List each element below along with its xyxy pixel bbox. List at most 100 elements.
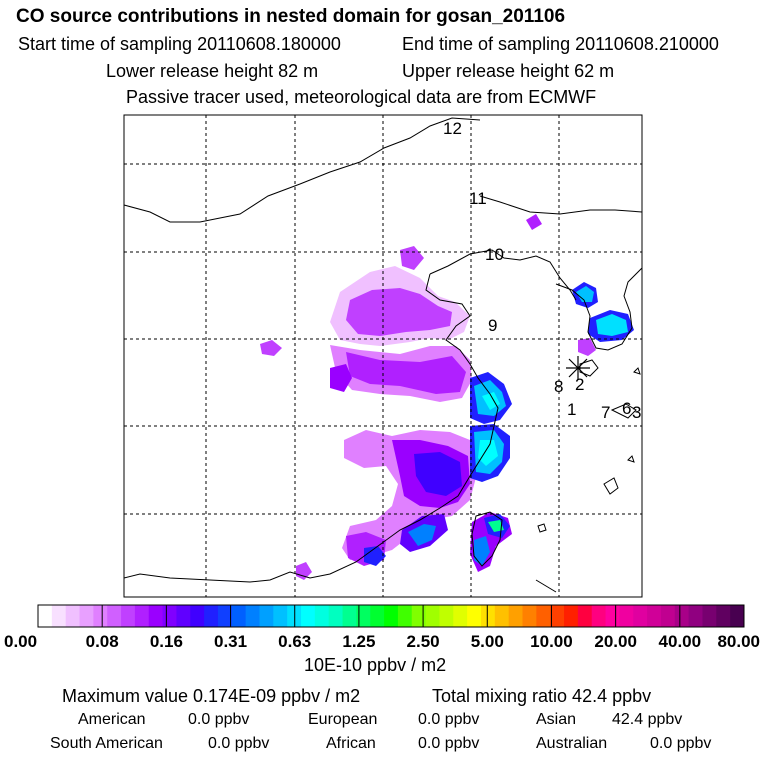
colorbar-swatch	[162, 605, 177, 627]
asian-label: Asian	[536, 711, 577, 728]
trajectory-label: 11	[469, 189, 487, 208]
colorbar-swatch	[273, 605, 288, 627]
colorbar-swatch	[550, 605, 565, 627]
colorbar-swatch	[93, 605, 108, 627]
colorbar-swatch	[688, 605, 703, 627]
colorbar-swatch	[231, 605, 247, 627]
colorbar-swatch	[384, 605, 399, 627]
colorbar-tick-label: 0.31	[214, 632, 247, 651]
colorbar-swatch	[647, 605, 662, 627]
colorbar-swatch	[702, 605, 717, 627]
colorbar-swatch	[259, 605, 274, 627]
european-label: European	[308, 711, 378, 728]
colorbar-swatch	[176, 605, 191, 627]
african-value: 0.0 ppbv	[418, 735, 480, 752]
trajectory-label: 12	[443, 119, 462, 138]
colorbar-tick-label: 2.50	[407, 632, 440, 651]
receptor-asterisk-icon	[566, 356, 590, 380]
south-american-value: 0.0 ppbv	[208, 735, 270, 752]
map-border	[123, 114, 643, 598]
colorbar-swatch	[425, 605, 440, 627]
colorbar-swatch	[577, 605, 593, 627]
colorbar-swatch	[453, 605, 468, 627]
colorbar-swatch	[619, 605, 634, 627]
page-title: CO source contributions in nested domain…	[16, 6, 566, 27]
colorbar-tick-label: 0.08	[86, 632, 119, 651]
colorbar-swatch	[38, 605, 53, 627]
concentration-plume	[260, 214, 634, 580]
colorbar-swatch	[121, 605, 136, 627]
american-label: American	[78, 711, 146, 728]
colorbar-tick-label: 20.00	[594, 632, 637, 651]
colorbar-swatch	[564, 605, 579, 627]
trajectory-label: 1	[567, 400, 576, 419]
map-panel: 12 11 10 9 8 2 1 7 6 3	[123, 114, 643, 598]
trajectory-label: 2	[575, 375, 584, 394]
colorbar-swatch	[674, 605, 690, 627]
colorbar-swatch	[245, 605, 260, 627]
trajectory-label: 6	[622, 399, 631, 418]
colorbar-units: 10E-10 ppbv / m2	[304, 655, 447, 675]
colorbar-swatch	[314, 605, 330, 627]
colorbar-tick-label: 40.00	[659, 632, 702, 651]
colorbar-swatch	[480, 605, 496, 627]
colorbar-swatch	[633, 605, 648, 627]
colorbar-tick-label: 0.16	[150, 632, 183, 651]
trajectory-label: 10	[485, 245, 504, 264]
trajectory-label: 3	[632, 403, 641, 422]
colorbar-tick-label: 5.00	[471, 632, 504, 651]
colorbar-tick-label: 10.00	[530, 632, 573, 651]
australian-label: Australian	[536, 735, 608, 752]
lat-lon-grid	[124, 115, 642, 597]
colorbar-swatch	[411, 605, 427, 627]
european-value: 0.0 ppbv	[418, 711, 480, 728]
colorbar-swatch	[65, 605, 81, 627]
colorbar-swatch	[204, 605, 219, 627]
colorbar-swatch	[605, 605, 620, 627]
colorbar-swatch	[508, 605, 524, 627]
end-time-label: End time of sampling 20110608.210000	[402, 34, 719, 54]
colorbar-swatch	[522, 605, 537, 627]
start-time-label: Start time of sampling 20110608.180000	[18, 34, 341, 54]
colorbar-swatch	[190, 605, 205, 627]
colorbar-swatch	[730, 605, 745, 627]
colorbar	[37, 604, 745, 628]
max-value-label: Maximum value 0.174E-09 ppbv / m2	[62, 686, 361, 706]
colorbar-swatch	[356, 605, 371, 627]
colorbar-swatch	[536, 605, 551, 627]
upper-height-label: Upper release height 62 m	[402, 61, 615, 81]
colorbar-swatch	[107, 605, 122, 627]
colorbar-swatch	[467, 605, 482, 627]
colorbar-swatch	[494, 605, 510, 627]
colorbar-swatch	[660, 605, 676, 627]
trajectory-label: 9	[488, 316, 497, 335]
colorbar-swatch	[342, 605, 357, 627]
colorbar-tick-label: 1.25	[342, 632, 375, 651]
colorbar-swatch	[301, 605, 316, 627]
african-label: African	[326, 735, 376, 752]
trajectory-label: 8	[554, 377, 563, 396]
colorbar-swatch	[217, 605, 233, 627]
colorbar-tick-label: 80.00	[717, 632, 760, 651]
info-label: Passive tracer used, meteorological data…	[126, 87, 597, 107]
colorbar-swatch	[148, 605, 164, 627]
colorbar-swatch	[134, 605, 150, 627]
colorbar-swatch	[79, 605, 94, 627]
asian-value: 42.4 ppbv	[612, 711, 683, 728]
trajectory-label: 7	[601, 403, 610, 422]
colorbar-swatch	[51, 605, 67, 627]
colorbar-tick-label: 0.00	[4, 632, 37, 651]
colorbar-tick-label: 0.63	[278, 632, 311, 651]
colorbar-swatch	[397, 605, 413, 627]
lower-height-label: Lower release height 82 m	[106, 61, 319, 81]
american-value: 0.0 ppbv	[188, 711, 250, 728]
colorbar-swatch	[370, 605, 385, 627]
colorbar-swatch	[591, 605, 607, 627]
colorbar-swatch	[716, 605, 731, 627]
total-mixing-label: Total mixing ratio 42.4 ppbv	[432, 686, 652, 706]
colorbar-swatch	[328, 605, 344, 627]
colorbar-swatch	[439, 605, 454, 627]
australian-value: 0.0 ppbv	[650, 735, 712, 752]
south-american-label: South American	[50, 735, 163, 752]
